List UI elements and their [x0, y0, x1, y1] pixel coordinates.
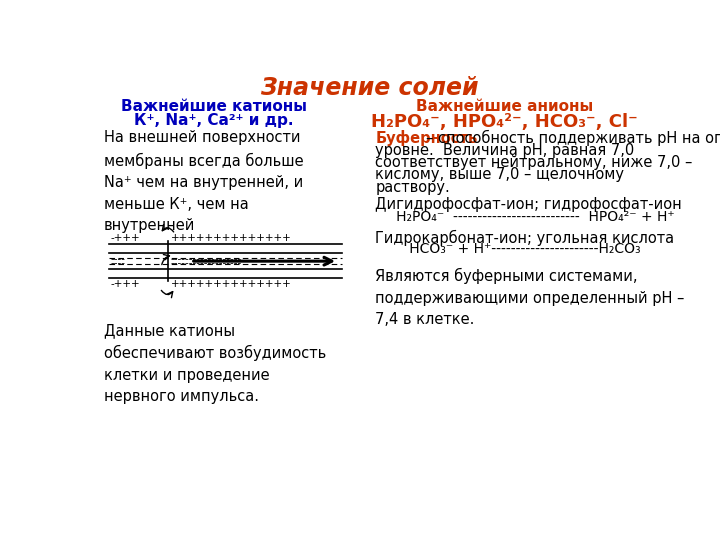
Text: -+++: -+++: [111, 233, 140, 244]
Text: соответствует нейтральному, ниже 7,0 –: соответствует нейтральному, ниже 7,0 –: [375, 155, 693, 170]
Text: Являются буферными системами,
поддерживающими определенный pH –
7,4 в клетке.: Являются буферными системами, поддержива…: [375, 268, 685, 327]
Text: К⁺, Na⁺, Ca²⁺ и др.: К⁺, Na⁺, Ca²⁺ и др.: [134, 112, 294, 127]
Text: ++++++++++++++: ++++++++++++++: [171, 233, 292, 244]
Text: раствору.: раствору.: [375, 179, 450, 194]
Text: Гидрокарбонат-ион; угольная кислота: Гидрокарбонат-ион; угольная кислота: [375, 230, 675, 246]
Text: H₂PO₄⁻, HPO₄²⁻, HCO₃⁻, Cl⁻: H₂PO₄⁻, HPO₄²⁻, HCO₃⁻, Cl⁻: [372, 113, 638, 131]
Text: -+++: -+++: [111, 279, 140, 289]
Text: H₂PO₄⁻  --------------------------  HPO₄²⁻ + H⁺: H₂PO₄⁻ -------------------------- HPO₄²⁻…: [383, 210, 675, 224]
Text: уровне.  Величина pH, равная 7,0: уровне. Величина pH, равная 7,0: [375, 143, 634, 158]
Text: Данные катионы
обеспечивают возбудимость
клетки и проведение
нервного импульса.: Данные катионы обеспечивают возбудимость…: [104, 323, 326, 404]
Text: -------------------: -------------------: [171, 258, 242, 268]
Text: Буферность: Буферность: [375, 130, 477, 146]
Text: Значение солей: Значение солей: [260, 76, 478, 100]
Text: Важнейшие катионы: Важнейшие катионы: [121, 99, 307, 114]
Text: Дигидрофосфат-ион; гидрофосфат-ион: Дигидрофосфат-ион; гидрофосфат-ион: [375, 197, 682, 212]
Text: Важнейшие анионы: Важнейшие анионы: [416, 99, 593, 114]
Text: – способность поддерживать pH на определенном: – способность поддерживать pH на определ…: [426, 130, 720, 146]
Text: ----: ----: [111, 258, 126, 268]
Text: -------------------: -------------------: [171, 254, 242, 264]
Text: ++++++++++++++: ++++++++++++++: [171, 279, 292, 289]
Text: На внешней поверхности
мембраны всегда больше
Na⁺ чем на внутренней, и
меньше К⁺: На внешней поверхности мембраны всегда б…: [104, 130, 304, 233]
Text: кислому, выше 7,0 – щелочному: кислому, выше 7,0 – щелочному: [375, 167, 624, 182]
Text: ----: ----: [111, 254, 126, 264]
Text: HCO₃⁻ + H⁺----------------------H₂CO₃: HCO₃⁻ + H⁺----------------------H₂CO₃: [383, 242, 641, 256]
